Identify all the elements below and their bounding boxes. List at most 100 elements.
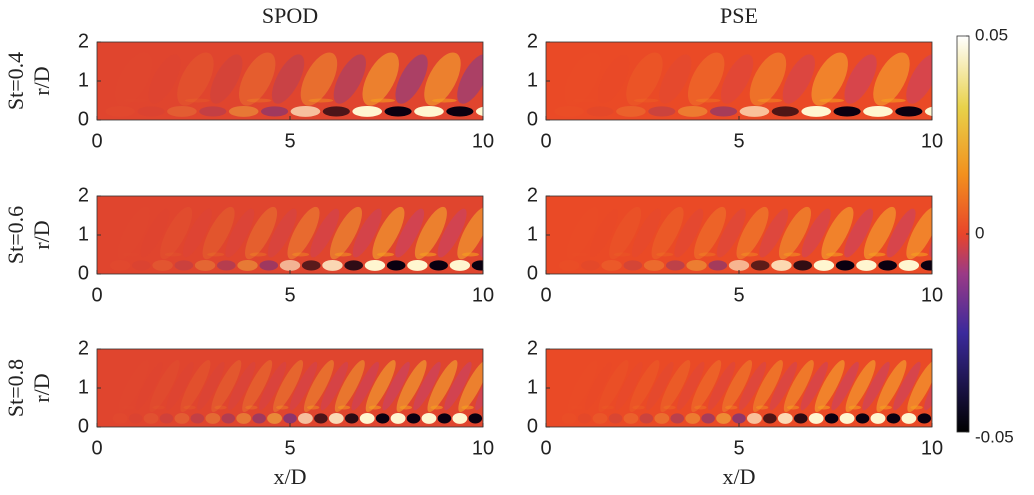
axis-blob: [608, 413, 623, 424]
field: [546, 196, 932, 274]
radiation-lobe: [886, 208, 916, 258]
radiation-lobe: [893, 361, 921, 411]
axis-blob: [236, 412, 252, 424]
axis-blob: [739, 105, 770, 117]
y-tick-label: 1: [527, 69, 538, 91]
shear-band: [755, 405, 769, 410]
axis-blob: [639, 413, 654, 424]
shear-band: [868, 252, 886, 257]
radiation-lobe: [258, 361, 287, 411]
shear-band: [432, 98, 457, 103]
axis-blob: [920, 260, 932, 271]
y-tick-label: 2: [78, 337, 89, 359]
radiation-lobe: [197, 361, 225, 411]
axis-blob: [449, 259, 471, 271]
axis-blob: [895, 106, 923, 117]
radiation-lobe: [907, 360, 932, 413]
radiation-lobe: [862, 361, 890, 411]
radiation-lobe: [844, 54, 877, 104]
axis-blob: [252, 413, 266, 424]
radiation-lobe: [631, 208, 661, 258]
axis-blob: [322, 106, 350, 117]
axis-blob: [886, 413, 901, 424]
axis-blob: [709, 106, 738, 117]
axis-blob: [446, 106, 474, 117]
axis-blob: [856, 259, 877, 271]
shear-band: [334, 252, 352, 257]
axis-blob: [732, 413, 746, 424]
radiation-lobe: [310, 208, 340, 258]
axis-blob: [199, 106, 227, 117]
shear-band: [879, 405, 892, 410]
radiation-lobe: [778, 206, 811, 260]
y-tick-label: 0: [78, 108, 89, 130]
radiation-lobe: [626, 52, 663, 106]
x-tick-label: 5: [733, 130, 744, 152]
axis-blob: [855, 413, 870, 424]
field-background: [546, 42, 932, 120]
y-tick-label: 1: [527, 376, 538, 398]
axis-blob: [581, 260, 600, 270]
x-axis-label: x/D: [274, 464, 307, 489]
axis-blob: [298, 412, 313, 424]
radiation-lobe: [300, 52, 338, 106]
axis-blob: [917, 413, 932, 424]
axis-blob: [314, 413, 328, 424]
axis-blob: [870, 412, 886, 424]
radiation-lobe: [362, 52, 399, 106]
axis-blob: [716, 412, 731, 424]
shear-band: [881, 98, 906, 103]
radiation-lobe: [736, 206, 769, 260]
axis-blob: [839, 412, 855, 424]
y-tick-label: 1: [78, 69, 89, 91]
field: [97, 42, 483, 120]
axis-blob: [344, 260, 364, 271]
radiation-lobe: [303, 360, 334, 413]
axis-blob: [190, 413, 205, 424]
radiation-lobe: [475, 361, 483, 411]
axis-blob: [763, 413, 777, 424]
shear-band: [504, 253, 521, 257]
axis-blob: [793, 260, 813, 271]
shear-band: [632, 405, 645, 410]
radiation-lobe: [177, 52, 214, 106]
radiation-lobe: [722, 360, 753, 413]
y-tick-label: 1: [527, 223, 538, 245]
column-title: PSE: [720, 3, 758, 28]
axis-blob: [421, 412, 437, 424]
axis-blob: [290, 105, 321, 117]
radiation-lobe: [906, 54, 932, 104]
shear-band: [613, 252, 631, 257]
axis-blob: [301, 260, 321, 271]
axis-blob: [808, 412, 824, 424]
shear-band: [694, 405, 707, 410]
y-tick-label: 2: [527, 337, 538, 359]
axis-blob: [483, 413, 498, 424]
axis-blob: [824, 413, 839, 424]
radiation-lobe: [651, 206, 684, 260]
radiation-lobe: [694, 206, 727, 260]
axis-blob: [105, 106, 135, 117]
axis-blob: [414, 105, 444, 117]
radiation-lobe: [166, 361, 194, 411]
shear-band: [246, 98, 272, 103]
radiation-lobe: [180, 360, 211, 413]
radiation-lobe: [749, 52, 787, 106]
radiation-lobe: [333, 54, 366, 104]
axis-blob: [592, 412, 608, 424]
shear-band: [306, 405, 320, 410]
y-tick-label: 0: [78, 415, 89, 437]
radiation-lobe: [287, 206, 320, 260]
axis-blob: [835, 260, 855, 271]
axis-blob: [375, 413, 390, 424]
radiation-lobe: [437, 208, 467, 258]
axis-blob: [174, 412, 190, 424]
axis-blob: [279, 259, 301, 271]
axis-blob: [260, 106, 289, 117]
axis-blob: [406, 413, 421, 424]
shear-band: [817, 405, 831, 410]
radiation-lobe: [228, 361, 256, 411]
field: [97, 349, 498, 427]
radiation-lobe: [211, 360, 242, 413]
y-tick-label: 2: [527, 184, 538, 206]
